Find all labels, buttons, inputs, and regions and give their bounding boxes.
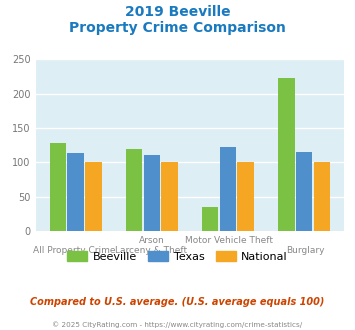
Text: © 2025 CityRating.com - https://www.cityrating.com/crime-statistics/: © 2025 CityRating.com - https://www.city… [53,322,302,328]
Text: All Property Crime: All Property Crime [33,246,115,255]
Text: Motor Vehicle Theft: Motor Vehicle Theft [185,236,273,245]
Bar [143,155,160,231]
Text: 2019 Beeville: 2019 Beeville [125,5,230,19]
Bar [126,148,142,231]
Bar [278,78,295,231]
Bar [85,162,102,231]
Text: Compared to U.S. average. (U.S. average equals 100): Compared to U.S. average. (U.S. average … [30,297,325,307]
Text: Arson: Arson [138,236,164,245]
Bar [67,153,84,231]
Bar [202,207,218,231]
Bar [162,162,178,231]
Bar [313,162,330,231]
Text: Property Crime Comparison: Property Crime Comparison [69,21,286,35]
Text: Larceny & Theft: Larceny & Theft [115,246,187,255]
Bar [237,162,254,231]
Bar [296,152,312,231]
Bar [50,143,66,231]
Text: Burglary: Burglary [286,246,325,255]
Bar [220,147,236,231]
Legend: Beeville, Texas, National: Beeville, Texas, National [63,247,292,267]
